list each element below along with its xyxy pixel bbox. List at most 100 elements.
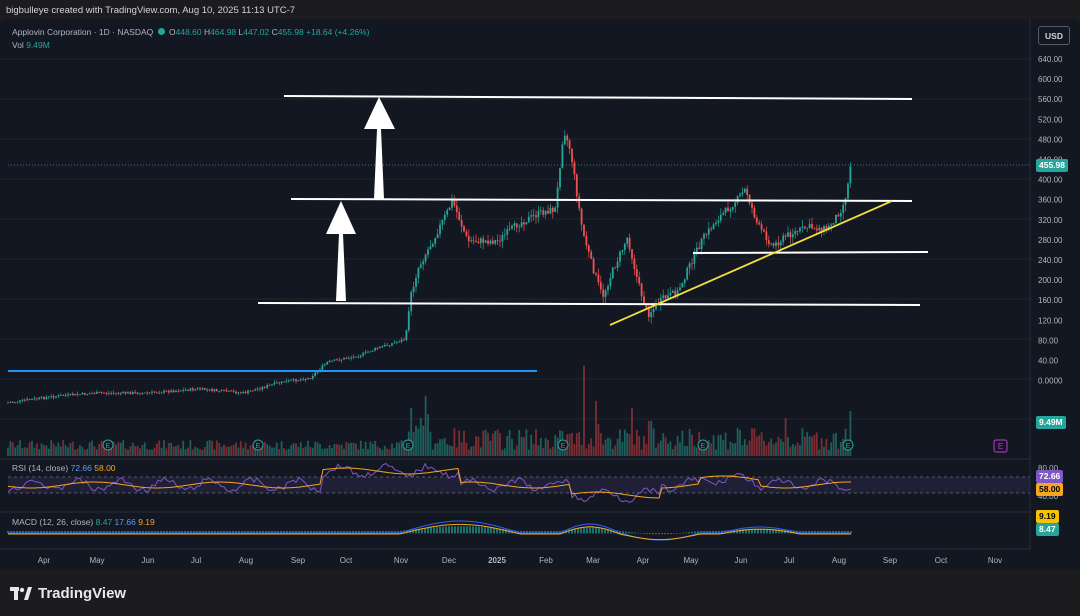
macd-hist-bar	[439, 526, 441, 534]
candle-body	[475, 240, 477, 243]
volume-bar	[295, 443, 297, 456]
macd-hist-bar	[385, 531, 387, 534]
macd-hist-bar	[325, 531, 327, 534]
macd-hist-bar	[778, 529, 780, 534]
macd-hist-bar	[622, 531, 624, 534]
volume-bar	[746, 444, 749, 456]
volume-legend[interactable]: Vol 9.49M	[12, 40, 50, 50]
candle-body	[244, 391, 247, 394]
volume-bar	[271, 447, 273, 456]
macd-hist-bar	[817, 531, 819, 534]
candle-body	[326, 362, 329, 365]
macd-hist-bar	[739, 529, 741, 534]
candle-body	[422, 261, 425, 265]
volume-bar	[719, 434, 722, 456]
candle-body	[443, 214, 446, 220]
price-axis[interactable]: 640.00600.00560.00520.00480.00440.00400.…	[1038, 55, 1063, 501]
candle-body	[583, 224, 585, 236]
candle-body	[820, 227, 823, 232]
candle-body	[158, 392, 161, 394]
candle-body	[302, 379, 305, 381]
macd-hist-bar	[292, 531, 294, 534]
earnings-marker[interactable]	[252, 439, 264, 451]
macd-hist-bar	[748, 528, 750, 534]
macd-hist-bar	[502, 528, 504, 534]
level-line-400	[290, 198, 913, 202]
price-axis-label: 40.00	[1038, 357, 1059, 366]
candle-body	[268, 384, 271, 386]
volume-bar	[782, 441, 785, 456]
time-axis[interactable]: Apr May Jun Jul Aug Sep Oct Nov Dec 2025 Feb Mar Apr…	[38, 556, 1002, 565]
candle-body	[679, 287, 681, 291]
volume-bar	[223, 444, 225, 456]
candle-body	[607, 286, 609, 291]
volume-bar	[338, 444, 341, 456]
candle-body	[695, 247, 698, 253]
tradingview-logo[interactable]: TradingView	[10, 585, 126, 602]
candle-body	[717, 220, 720, 223]
time-axis-label: May	[89, 556, 104, 565]
volume-bar	[40, 443, 43, 456]
candle-body	[647, 308, 650, 318]
volume-bar	[623, 429, 626, 456]
upcoming-earnings-box[interactable]	[993, 439, 1008, 453]
high-value: 464.98	[210, 27, 237, 37]
macd-hist-bar	[247, 531, 249, 534]
macd-hist-bar	[13, 531, 15, 534]
volume-bar	[69, 443, 72, 456]
macd-hist-bar	[643, 533, 645, 534]
volume-bar	[340, 444, 343, 456]
currency-button[interactable]: USD	[1038, 26, 1070, 45]
volume-bar	[326, 448, 329, 456]
volume-bar	[741, 445, 744, 456]
rsi-legend[interactable]: RSI (14, close) 72.66 58.00	[12, 463, 116, 473]
macd-hist-bar	[301, 531, 303, 534]
candlesticks	[7, 130, 852, 405]
volume-bar	[460, 442, 463, 456]
volume-bar	[458, 430, 461, 456]
volume-bar	[304, 446, 307, 456]
volume-bar	[134, 446, 137, 456]
candle-body	[578, 196, 581, 209]
earnings-marker[interactable]	[102, 439, 114, 451]
macd-hist-bar	[448, 526, 450, 534]
macd-hist-bar	[223, 531, 225, 534]
volume-bar	[475, 436, 477, 456]
candle-body	[242, 391, 245, 394]
macd-legend[interactable]: MACD (12, 26, close) 8.47 17.66 9.19	[12, 517, 155, 527]
volume-bar	[506, 436, 509, 456]
volume-bar	[532, 444, 535, 456]
candle-body	[446, 209, 449, 215]
macd-hist-bar	[274, 531, 276, 534]
earnings-marker[interactable]	[697, 439, 709, 451]
earnings-marker[interactable]	[842, 439, 854, 451]
macd-hist-bar	[802, 531, 804, 534]
macd-hist-bar	[142, 531, 144, 534]
volume-bar	[815, 432, 818, 456]
candle-body	[688, 263, 691, 268]
rsi-ma-tag: 58.00	[1036, 483, 1064, 496]
candle-body	[112, 392, 115, 394]
macd-hist-bar	[106, 531, 108, 534]
candle-body	[813, 228, 816, 230]
candle-body	[710, 228, 713, 230]
symbol-legend[interactable]: Applovin Corporation · 1D · NASDAQ O448.…	[12, 27, 370, 37]
candle-body	[343, 358, 345, 360]
earnings-marker[interactable]	[557, 439, 569, 451]
volume-bar	[568, 434, 571, 456]
macd-hist-bar	[130, 531, 132, 534]
volume-bar	[580, 444, 583, 456]
earnings-marker[interactable]	[402, 439, 414, 451]
macd-hist-bar	[631, 532, 633, 534]
volume-bar	[215, 440, 218, 456]
candle-body	[379, 346, 381, 349]
candle-body	[59, 395, 62, 396]
upcoming-earnings-icon: E	[998, 442, 1003, 451]
candle-body	[290, 380, 293, 382]
volume-bar	[643, 435, 645, 456]
macd-hist-bar	[205, 531, 207, 534]
volume-bar	[439, 439, 441, 456]
